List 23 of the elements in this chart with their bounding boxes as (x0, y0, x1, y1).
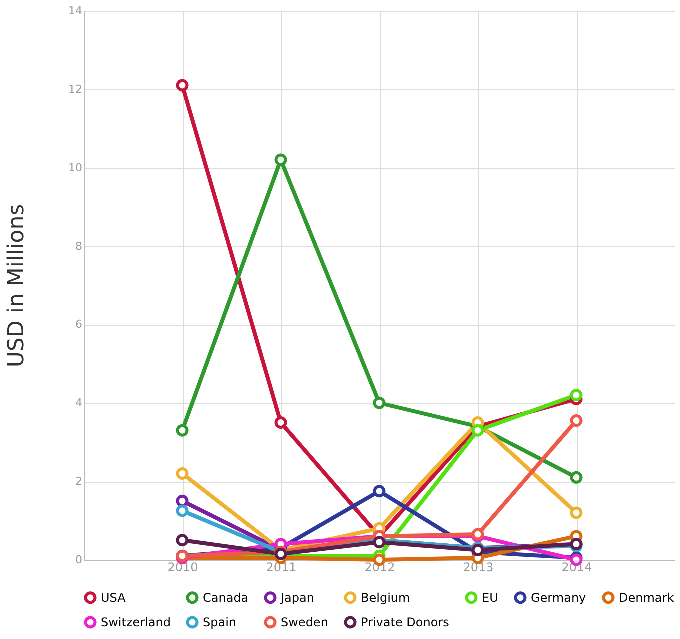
y-axis-title: USD in Millions (4, 204, 30, 368)
y-tick-label: 10 (68, 161, 82, 174)
legend-label: Sweden (281, 616, 328, 630)
y-tick-label: 0 (76, 554, 82, 566)
y-tick-label: 8 (76, 240, 82, 253)
legend-label: Canada (203, 590, 249, 605)
legend-label: Belgium (361, 590, 410, 605)
legend-label: Switzerland (101, 616, 171, 630)
y-tick-label: 12 (68, 82, 82, 96)
legend-label: USA (101, 590, 127, 605)
legend-label: EU (482, 590, 498, 605)
legend-label: Germany (531, 590, 586, 605)
legend-label: Japan (280, 590, 314, 605)
y-tick-label: 14 (68, 4, 82, 18)
x-tick-label: 2013 (463, 560, 494, 574)
legend-label: Denmark (619, 590, 674, 605)
legend-label: Private Donors (361, 616, 450, 630)
legend-label: Spain (203, 616, 237, 630)
y-tick-label: 2 (76, 475, 82, 488)
y-tick-label: 6 (76, 318, 82, 332)
x-tick-label: 2011 (266, 560, 297, 574)
x-tick-label: 2010 (168, 560, 198, 574)
y-tick-label: 4 (76, 396, 82, 410)
